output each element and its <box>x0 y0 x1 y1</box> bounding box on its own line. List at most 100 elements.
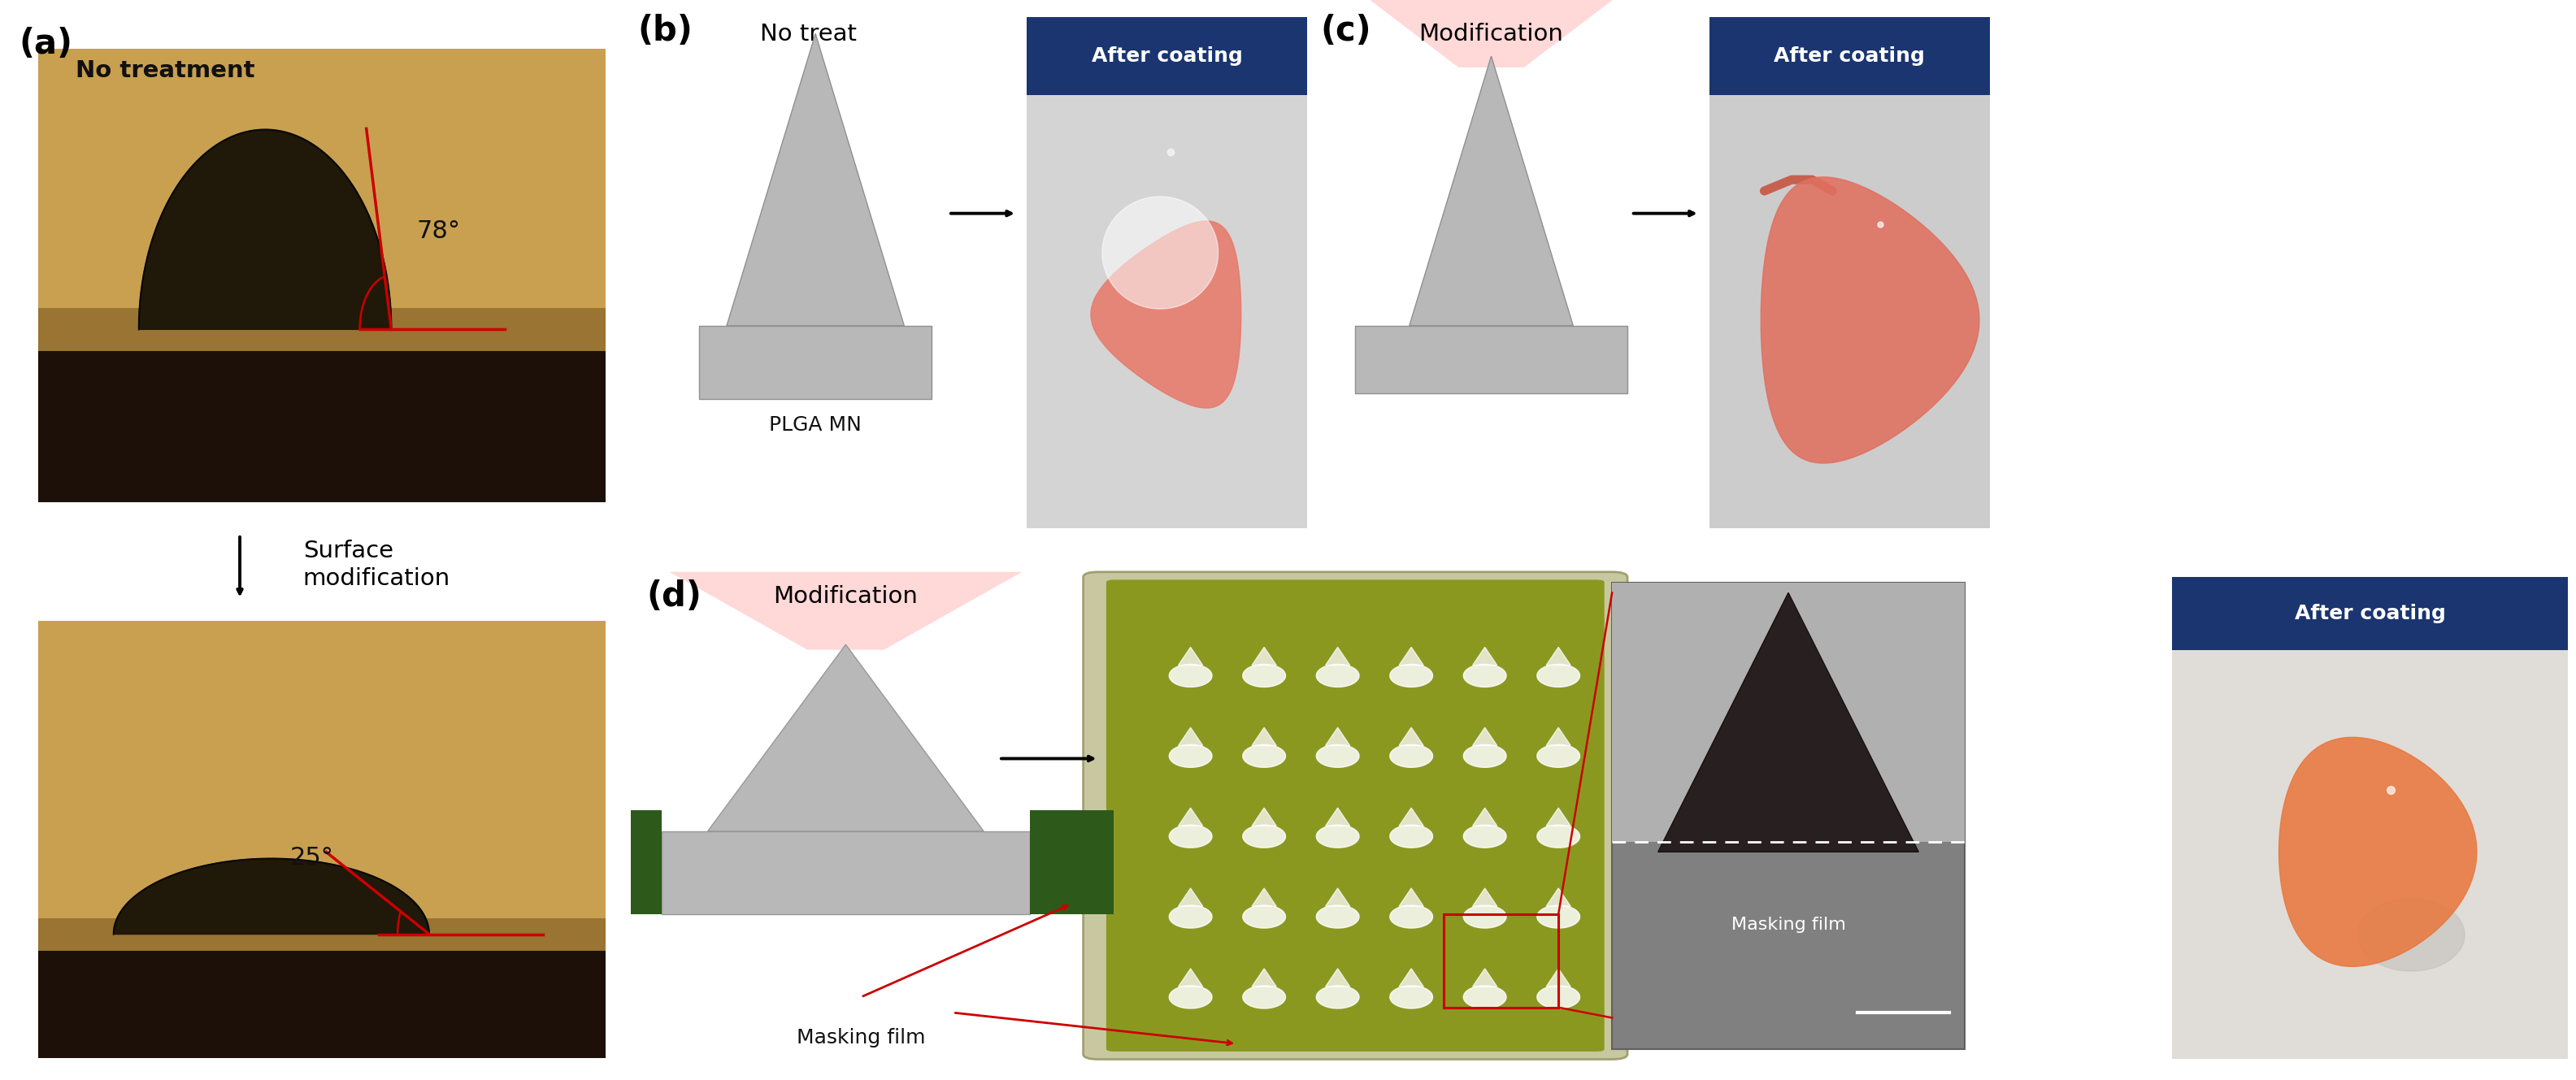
Polygon shape <box>1311 0 1672 67</box>
Polygon shape <box>1546 647 1571 665</box>
Polygon shape <box>1538 825 1579 848</box>
Polygon shape <box>726 33 904 326</box>
Polygon shape <box>1463 905 1507 928</box>
Polygon shape <box>1399 808 1425 826</box>
Polygon shape <box>1473 808 1497 826</box>
Text: Modification: Modification <box>773 585 917 608</box>
Text: No treat: No treat <box>760 23 858 45</box>
Polygon shape <box>1103 197 1218 309</box>
Polygon shape <box>1316 664 1360 687</box>
FancyBboxPatch shape <box>1030 810 1113 914</box>
Polygon shape <box>1170 744 1213 768</box>
FancyBboxPatch shape <box>39 308 605 351</box>
FancyBboxPatch shape <box>701 326 933 399</box>
Polygon shape <box>1463 664 1507 687</box>
Polygon shape <box>1242 825 1285 848</box>
Polygon shape <box>1316 986 1360 1009</box>
Polygon shape <box>1177 969 1203 987</box>
Polygon shape <box>1316 744 1360 768</box>
Polygon shape <box>1546 969 1571 987</box>
FancyBboxPatch shape <box>39 918 605 950</box>
Polygon shape <box>1546 808 1571 826</box>
FancyBboxPatch shape <box>1613 582 1965 841</box>
Polygon shape <box>1252 888 1275 906</box>
FancyBboxPatch shape <box>1613 582 1965 1049</box>
FancyBboxPatch shape <box>1710 95 1989 528</box>
Polygon shape <box>1659 593 1919 852</box>
Polygon shape <box>1399 969 1425 987</box>
Polygon shape <box>1399 647 1425 665</box>
Text: (c): (c) <box>1321 14 1370 49</box>
Polygon shape <box>1473 728 1497 745</box>
Text: (a): (a) <box>18 27 72 62</box>
FancyBboxPatch shape <box>1028 95 1306 528</box>
Polygon shape <box>1473 969 1497 987</box>
FancyBboxPatch shape <box>1028 17 1306 95</box>
Polygon shape <box>113 859 430 934</box>
FancyBboxPatch shape <box>2172 650 2568 1059</box>
Polygon shape <box>1242 986 1285 1009</box>
FancyBboxPatch shape <box>39 351 605 502</box>
Polygon shape <box>1090 221 1242 408</box>
Polygon shape <box>1762 177 1978 463</box>
Polygon shape <box>2357 899 2465 971</box>
Polygon shape <box>1391 744 1432 768</box>
Polygon shape <box>1391 825 1432 848</box>
Text: Masking film: Masking film <box>796 1028 925 1048</box>
FancyBboxPatch shape <box>39 621 605 1058</box>
Text: After coating: After coating <box>2295 604 2445 623</box>
Polygon shape <box>1177 728 1203 745</box>
Polygon shape <box>1327 808 1350 826</box>
Polygon shape <box>1409 56 1574 326</box>
Polygon shape <box>1327 888 1350 906</box>
Polygon shape <box>1399 888 1425 906</box>
Text: After coating: After coating <box>1775 46 1924 66</box>
FancyBboxPatch shape <box>39 950 605 1058</box>
Polygon shape <box>1538 905 1579 928</box>
Polygon shape <box>1463 744 1507 768</box>
Polygon shape <box>1391 905 1432 928</box>
Polygon shape <box>1170 664 1213 687</box>
Polygon shape <box>1463 825 1507 848</box>
Polygon shape <box>1546 888 1571 906</box>
Polygon shape <box>1252 969 1275 987</box>
Polygon shape <box>1242 905 1285 928</box>
Polygon shape <box>1170 986 1213 1009</box>
FancyBboxPatch shape <box>1084 572 1628 1059</box>
Polygon shape <box>1538 986 1579 1009</box>
Polygon shape <box>1391 986 1432 1009</box>
Text: Modification: Modification <box>1419 23 1564 45</box>
Polygon shape <box>1177 647 1203 665</box>
Polygon shape <box>1463 986 1507 1009</box>
Text: After coating: After coating <box>1092 46 1242 66</box>
FancyBboxPatch shape <box>2172 577 2568 650</box>
Text: PLGA MN: PLGA MN <box>770 416 863 435</box>
Polygon shape <box>1327 969 1350 987</box>
Polygon shape <box>1252 808 1275 826</box>
Polygon shape <box>670 572 1023 650</box>
FancyBboxPatch shape <box>1710 17 1989 95</box>
Polygon shape <box>1473 647 1497 665</box>
Text: 25°: 25° <box>291 846 335 869</box>
Text: (b): (b) <box>639 14 693 49</box>
Polygon shape <box>1546 728 1571 745</box>
Polygon shape <box>708 645 984 832</box>
Polygon shape <box>1242 664 1285 687</box>
Text: No treatment: No treatment <box>75 59 255 82</box>
Polygon shape <box>1473 888 1497 906</box>
Polygon shape <box>1170 905 1213 928</box>
Polygon shape <box>1252 647 1275 665</box>
Polygon shape <box>1316 825 1360 848</box>
FancyBboxPatch shape <box>662 832 1030 914</box>
Polygon shape <box>1170 825 1213 848</box>
Text: (d): (d) <box>647 580 701 613</box>
Polygon shape <box>1391 664 1432 687</box>
Polygon shape <box>1538 744 1579 768</box>
Text: Surface
modification: Surface modification <box>304 539 451 591</box>
Polygon shape <box>1177 888 1203 906</box>
Text: 78°: 78° <box>417 219 461 243</box>
Polygon shape <box>1327 647 1350 665</box>
Polygon shape <box>139 130 392 329</box>
Text: Masking film: Masking film <box>1731 916 1844 933</box>
FancyBboxPatch shape <box>1355 326 1628 393</box>
